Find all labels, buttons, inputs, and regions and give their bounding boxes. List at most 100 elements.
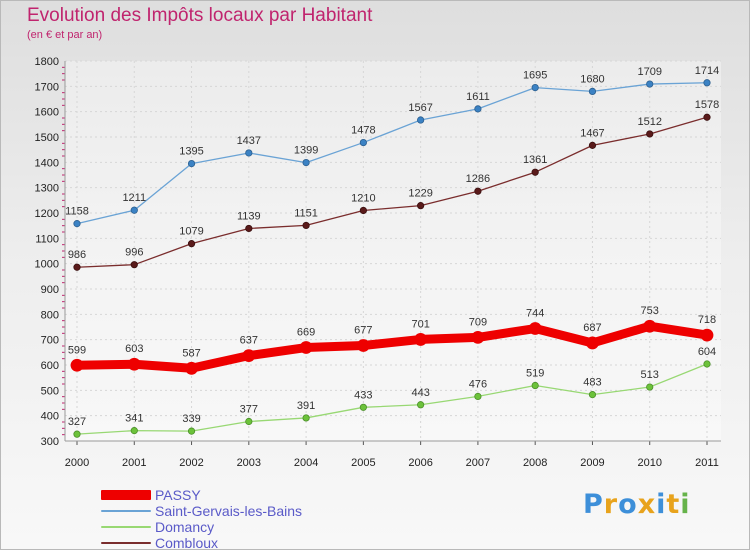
logo-letter: x [637,489,657,520]
data-label: 1210 [351,192,375,204]
data-label: 669 [297,327,315,339]
x-tick-label: 2010 [637,457,661,469]
x-tick-label: 2002 [179,457,203,469]
grid-lines [65,60,721,442]
legend-label: Domancy [155,519,215,535]
data-point [646,130,654,138]
y-tick-label: 1100 [35,233,59,245]
data-label: 996 [125,247,143,259]
data-label: 1567 [408,102,432,114]
data-label: 1611 [466,91,490,103]
data-point [70,358,84,372]
series-passy: 599 603 587 637 669 677 701 709 744 687 753 718 [68,305,716,375]
x-tick-label: 2000 [65,457,89,469]
data-point [414,333,428,346]
logo-letter: P [583,489,604,520]
data-label: 986 [68,249,86,261]
x-tick-label: 2009 [580,457,604,469]
data-point [586,336,599,350]
data-point [302,221,310,230]
data-point [417,116,425,124]
y-tick-label: 600 [41,360,59,372]
data-label: 604 [698,346,716,358]
data-label: 327 [68,416,86,428]
y-tick-label: 1800 [35,56,59,68]
data-point [359,138,367,147]
data-point [130,261,138,269]
x-tick-label: 2011 [695,457,719,469]
series-line [76,82,708,225]
data-point [187,240,196,248]
data-point [474,105,482,113]
data-label: 753 [641,305,659,317]
data-label: 1437 [237,135,261,147]
data-point [531,84,539,92]
y-tick-label: 400 [41,411,59,423]
data-label: 1695 [523,70,547,82]
data-label: 341 [125,413,143,425]
data-label: 483 [583,377,601,389]
data-label: 443 [411,387,429,399]
data-point [417,202,425,210]
y-axis-ticks: 300 400 500 600 700 800 900 1000 1100 1200 1300 140… [35,56,59,448]
data-point [73,263,81,271]
data-point [127,357,141,371]
data-label: 1709 [637,66,661,78]
data-point [245,417,253,426]
legend-label: Saint-Gervais-les-Bains [155,503,303,519]
y-tick-label: 900 [41,284,59,296]
data-label: 377 [240,403,258,415]
y-tick-label: 1000 [35,259,59,271]
data-label: 1399 [294,145,318,157]
logo-letter: i [680,489,691,520]
data-label: 1578 [695,99,719,111]
proxiti-logo: Proxiti [583,489,691,520]
series-group: 1158 1211 1395 1437 1399 1478 1567 1611 1695 1680… [65,65,719,438]
data-label: 1478 [351,125,375,137]
data-label: 599 [68,344,86,356]
data-point [588,87,597,96]
series-saint-gervais-les-bains: 1158 1211 1395 1437 1399 1478 1567 1611 1695 1680… [65,65,719,228]
x-tick-label: 2007 [466,457,490,469]
y-tick-label: 1400 [35,157,59,169]
data-point [73,430,81,438]
legend-label: PASSY [155,487,201,503]
series-line [76,363,708,435]
x-tick-label: 2006 [408,457,432,469]
data-point [643,319,657,333]
data-point [474,187,482,195]
legend-swatch [101,526,151,528]
data-point [187,160,196,168]
data-label: 476 [469,378,487,390]
x-tick-label: 2001 [122,457,146,469]
legend-item: Saint-Gervais-les-Bains [101,503,302,519]
data-label: 587 [182,347,200,359]
chart-title: Evolution des Impôts locaux par Habitant [27,5,373,26]
data-label: 339 [182,413,200,425]
data-point [359,403,367,411]
data-label: 513 [641,369,659,381]
y-tick-label: 300 [41,436,59,448]
data-point [646,80,654,88]
data-label: 1158 [65,206,89,218]
data-point [646,383,654,391]
data-label: 433 [354,389,372,401]
data-point [130,427,138,435]
legend: PASSY Saint-Gervais-les-Bains Domancy Combl… [101,487,302,551]
x-tick-label: 2003 [237,457,261,469]
data-label: 1467 [580,127,604,139]
logo-letter: t [666,489,681,520]
data-label: 1361 [523,154,547,166]
legend-item: PASSY [101,487,302,503]
data-point [359,206,367,215]
legend-swatch [101,542,151,544]
x-tick-label: 2005 [351,457,375,469]
y-tick-label: 1700 [35,81,59,93]
data-point [471,330,485,344]
data-point [703,113,711,121]
data-point [187,427,196,435]
data-point [356,339,370,352]
y-tick-label: 1300 [35,183,59,195]
